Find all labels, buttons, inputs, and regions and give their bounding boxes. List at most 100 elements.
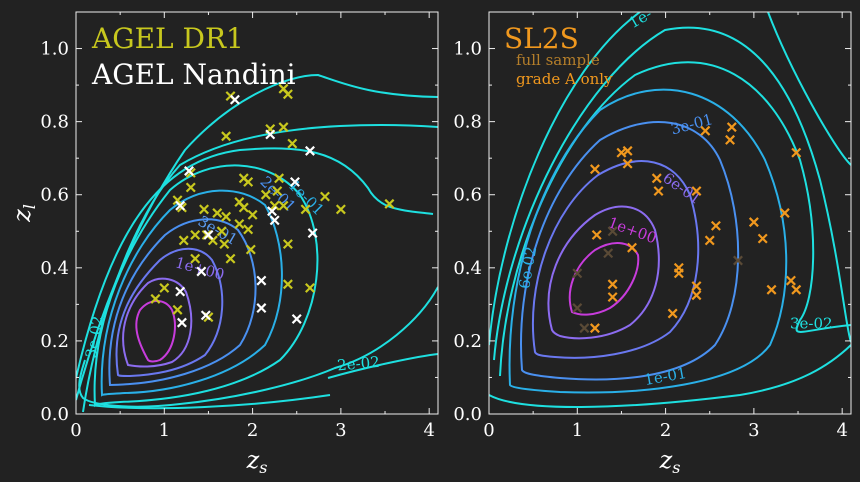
data-point: [691, 290, 702, 301]
contour-level-1: [82, 123, 438, 413]
data-point: [190, 253, 201, 264]
left-y-ticks: 0.0 0.2 0.4 0.6 0.8 1.0: [40, 11, 438, 425]
right-legend-item-0: full sample: [516, 51, 600, 69]
y-tick-label: 0.2: [40, 331, 69, 352]
contour-level-6: [100, 189, 283, 397]
y-tick-label: 0.0: [40, 404, 69, 425]
data-point: [176, 317, 187, 328]
right-chart-title: SL2S: [504, 22, 579, 55]
contour-level-10: [135, 300, 176, 363]
data-point: [265, 129, 276, 140]
contour-label: 3e-02: [790, 314, 833, 332]
data-point: [622, 145, 633, 156]
contour-level-9: [568, 242, 640, 316]
contour-level-9: [122, 277, 193, 368]
left-x-axis-label: zs: [246, 446, 268, 477]
left-plot-frame: [75, 11, 439, 415]
right-contours: [489, 12, 851, 409]
data-point: [238, 202, 249, 213]
data-point: [184, 165, 194, 176]
data-point: [267, 206, 277, 217]
left-points: [150, 83, 395, 328]
data-point: [291, 314, 302, 324]
contour-level-4: [489, 344, 851, 409]
data-point: [245, 244, 256, 255]
data-point: [300, 204, 311, 215]
data-point: [219, 239, 230, 250]
data-point: [256, 275, 267, 286]
right-points: [572, 122, 802, 334]
x-tick-label: 1: [159, 420, 170, 441]
data-point: [243, 176, 254, 187]
data-point: [651, 173, 662, 184]
data-point: [335, 204, 346, 215]
x-tick-label: 0: [70, 420, 81, 441]
y-tick-label: 0.8: [40, 112, 69, 133]
left-legend-item-1: AGEL Nandini: [91, 58, 296, 91]
data-point: [172, 304, 183, 315]
data-point: [572, 268, 583, 279]
y-tick-label: 0.4: [40, 258, 69, 279]
left-contours: [76, 73, 438, 413]
contour-level-7: [108, 218, 257, 387]
right-x-ticks: 0 1 2 3 4: [483, 12, 848, 441]
data-point: [691, 281, 702, 292]
data-point: [791, 147, 802, 158]
contour-level-0: [489, 12, 641, 346]
data-point: [607, 226, 618, 237]
y-tick-label: 1.0: [40, 39, 69, 60]
data-point: [667, 308, 678, 319]
contour-level-2: [76, 147, 434, 379]
data-point: [785, 275, 796, 286]
left-legend-item-0: AGEL DR1: [91, 22, 244, 55]
data-point: [779, 208, 790, 218]
right-legend-item-1: grade A only: [516, 70, 613, 88]
data-point: [304, 145, 315, 156]
data-point: [247, 209, 258, 220]
data-point: [282, 239, 293, 250]
data-point: [199, 204, 210, 215]
data-point: [653, 186, 664, 197]
data-point: [725, 134, 736, 145]
data-point: [607, 292, 618, 303]
contour-level-11: [88, 394, 331, 410]
data-point: [203, 229, 214, 240]
data-point: [229, 94, 240, 105]
contour-level-5: [508, 88, 788, 394]
data-point: [234, 218, 245, 229]
contour-level-8: [115, 247, 224, 378]
data-point: [603, 248, 614, 259]
data-point: [278, 122, 289, 133]
data-point: [384, 198, 395, 209]
contour-level-1: [767, 12, 851, 166]
contour-level-2: [493, 26, 851, 361]
data-point: [791, 284, 802, 295]
contour-level-0: [76, 73, 438, 401]
data-point: [673, 268, 684, 279]
y-tick-label: 0.6: [453, 185, 482, 206]
data-point: [289, 176, 300, 187]
data-point: [589, 164, 600, 175]
data-point: [579, 323, 590, 334]
right-x-axis-label: zs: [659, 446, 681, 477]
contour-level-8: [547, 205, 660, 340]
data-point: [700, 125, 711, 136]
data-point: [304, 282, 315, 293]
contour-level-3: [78, 286, 438, 408]
data-point: [172, 195, 183, 206]
data-point: [185, 182, 196, 193]
x-tick-label: 4: [836, 420, 847, 441]
data-point: [212, 208, 223, 218]
data-point: [307, 228, 318, 239]
data-point: [591, 229, 602, 240]
y-tick-label: 0.0: [453, 404, 482, 425]
data-point: [726, 122, 737, 133]
data-point: [691, 186, 702, 197]
data-point: [196, 266, 207, 277]
data-point: [320, 191, 330, 202]
data-point: [175, 200, 186, 211]
data-point: [589, 323, 600, 334]
